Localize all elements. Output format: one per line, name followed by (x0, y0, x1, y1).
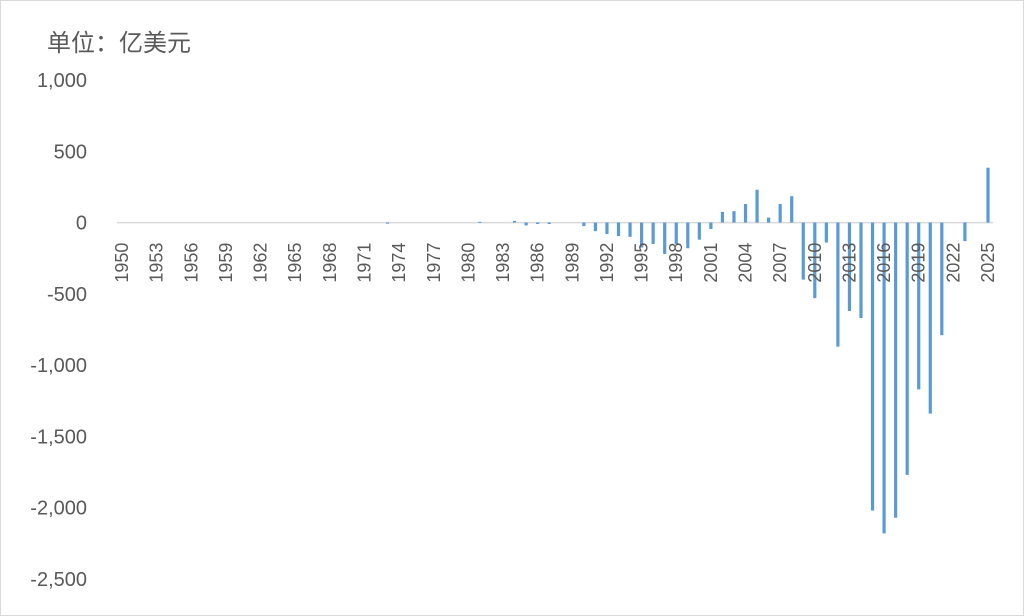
x-tick-label: 2004 (736, 243, 756, 283)
x-tick-label: 1974 (389, 243, 409, 283)
bar-2000 (697, 222, 701, 240)
bar-1999 (686, 222, 690, 249)
y-tick-label: -1,500 (30, 426, 87, 448)
y-tick-label: -2,500 (30, 569, 87, 591)
bar-2002 (720, 211, 725, 223)
x-tick-label: 1959 (216, 243, 236, 283)
bar-2011 (824, 222, 828, 243)
bar-2008 (790, 196, 794, 223)
y-tick-label: 0 (76, 213, 87, 235)
x-tick-label: 2013 (839, 243, 859, 283)
bars (385, 167, 990, 534)
bar-1981 (478, 221, 482, 223)
bar-2021 (940, 222, 944, 336)
bar-1985 (524, 222, 528, 226)
bar-1991 (593, 222, 598, 232)
x-tick-label: 2022 (943, 243, 963, 283)
y-axis-labels: 1,000 500 0 -500 -1,000 -1,500 -2,000 -2,500 (30, 70, 87, 591)
bar-2003 (732, 211, 736, 223)
bar-2006 (767, 217, 771, 223)
bar-1997 (663, 222, 667, 254)
x-tick-label: 1977 (424, 243, 444, 283)
y-tick-label: -2,000 (30, 498, 87, 520)
bar-1998 (674, 222, 678, 244)
y-tick-label: 500 (54, 141, 87, 163)
bar-1996 (651, 222, 655, 244)
unit-label: 单位：亿美元 (47, 29, 191, 57)
bar-1973 (385, 222, 390, 224)
bar-2017 (894, 222, 898, 518)
x-tick-label: 2001 (701, 243, 721, 283)
x-tick-label: 2025 (978, 243, 998, 283)
y-tick-label: -500 (47, 284, 87, 306)
bar-2020 (928, 222, 932, 414)
bar-2014 (859, 222, 863, 319)
bar-1995 (640, 222, 644, 248)
x-tick-label: 2010 (805, 243, 825, 283)
bar-2004 (743, 204, 748, 223)
x-tick-label: 2007 (770, 243, 790, 283)
bar-1986 (536, 222, 540, 224)
bar-1994 (628, 222, 632, 237)
x-tick-label: 1983 (493, 243, 513, 283)
y-tick-label: 1,000 (37, 70, 87, 92)
x-tick-label: 1956 (181, 243, 201, 283)
bar-2025 (986, 167, 990, 223)
bar-2015 (870, 222, 875, 511)
bar-2007 (778, 204, 782, 223)
x-tick-label: 1992 (597, 243, 617, 283)
y-tick-label: -1,000 (30, 355, 87, 377)
bar-2005 (755, 189, 759, 223)
x-tick-label: 1989 (562, 243, 582, 283)
bar-1992 (605, 222, 609, 234)
x-tick-label: 1971 (354, 243, 374, 283)
x-tick-label: 1962 (251, 243, 271, 283)
bar-2013 (847, 222, 852, 311)
bar-1993 (616, 222, 621, 237)
x-tick-label: 2016 (874, 243, 894, 283)
x-tick-label: 1953 (147, 243, 167, 283)
x-tick-label: 1965 (285, 243, 305, 283)
x-axis-labels: 1950 1953 1956 1959 1962 1965 1968 1971 1974 1977… (112, 243, 998, 283)
x-tick-label: 1968 (320, 243, 340, 283)
x-tick-label: 1986 (528, 243, 548, 283)
bar-2009 (801, 222, 805, 280)
bar-2019 (917, 222, 921, 390)
bar-2016 (882, 222, 886, 534)
x-tick-label: 1995 (632, 243, 652, 283)
bar-1990 (582, 222, 586, 227)
bar-2012 (836, 222, 840, 347)
bar-2001 (709, 222, 713, 229)
bar-2023 (963, 222, 967, 242)
bar-1984 (512, 220, 517, 223)
x-tick-label: 1980 (458, 243, 478, 283)
bar-2018 (905, 222, 909, 475)
bar-2010 (813, 222, 817, 299)
x-tick-label: 1950 (112, 243, 132, 283)
x-tick-label: 1998 (666, 243, 686, 283)
x-tick-label: 2019 (909, 243, 929, 283)
bar-1987 (547, 222, 551, 224)
